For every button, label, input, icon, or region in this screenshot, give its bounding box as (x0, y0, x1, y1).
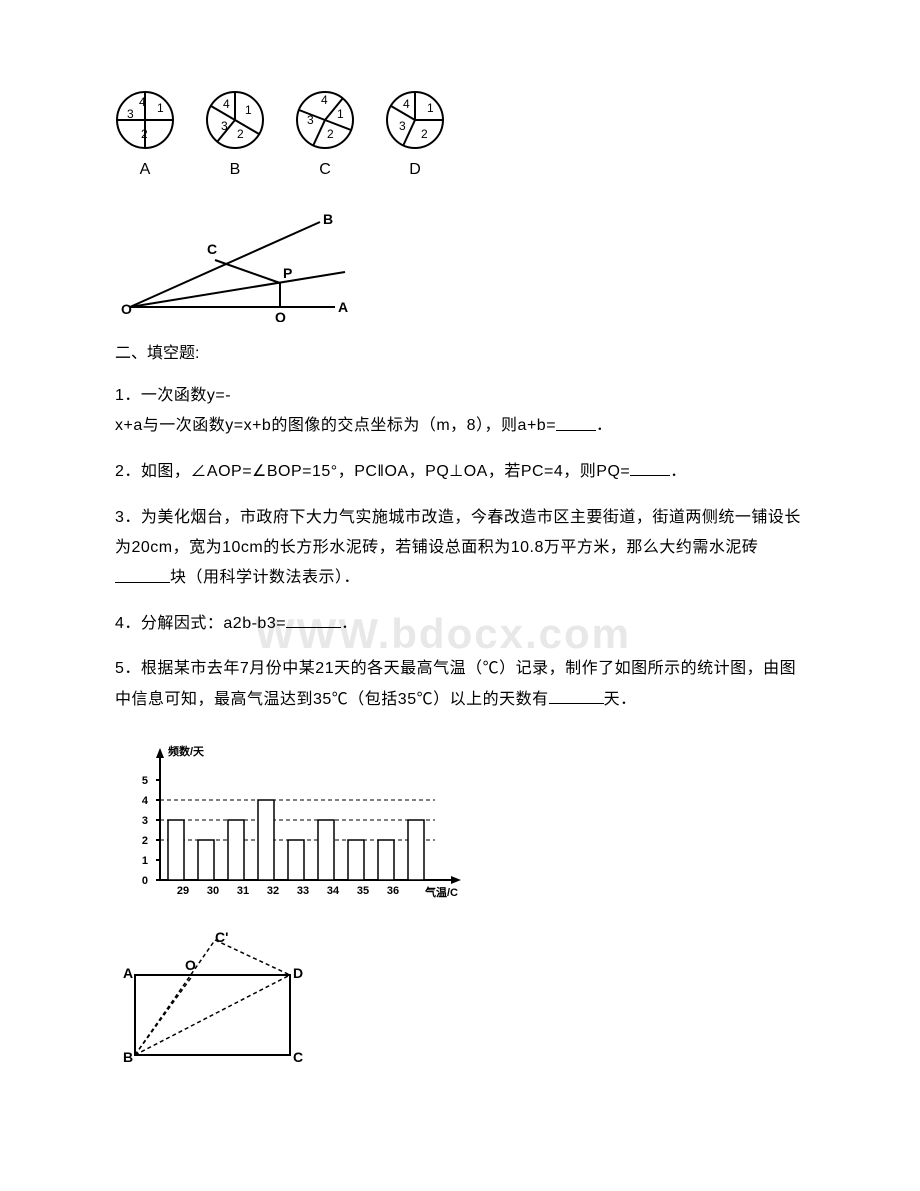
svg-text:4: 4 (403, 97, 410, 111)
svg-text:34: 34 (327, 885, 340, 897)
rect-svg: A B C D O C' (115, 930, 315, 1070)
q1-line2b: ． (596, 418, 613, 435)
q4-blank (286, 609, 341, 628)
rect-cp: C' (215, 930, 228, 945)
svg-text:1: 1 (142, 855, 148, 867)
q5-a: 5．根据某市去年7月份中某21天的各天最高气温（℃）记录，制作了如图所示的统计图… (115, 660, 796, 708)
svg-text:30: 30 (207, 885, 219, 897)
rect-o: O (185, 957, 196, 973)
rect-diagram: A B C D O C' (115, 930, 805, 1070)
svg-text:32: 32 (267, 885, 279, 897)
q3-b: 块（用科学计数法表示）． (170, 570, 360, 587)
svg-text:5: 5 (142, 775, 148, 787)
svg-text:1: 1 (157, 101, 164, 115)
angle-diagram: O A B C P Q (115, 212, 805, 322)
svg-text:频数/天: 频数/天 (168, 744, 205, 758)
point-a: A (338, 299, 348, 315)
point-p: P (283, 265, 292, 281)
rect-d: D (293, 965, 303, 981)
question-1: 1．一次函数y=- x+a与一次函数y=x+b的图像的交点坐标为（m，8），则a… (115, 381, 805, 442)
svg-text:36: 36 (387, 885, 399, 897)
svg-text:2: 2 (421, 127, 428, 141)
svg-text:3: 3 (127, 107, 134, 121)
svg-text:2: 2 (237, 127, 244, 141)
point-q: Q (275, 309, 286, 322)
pie-options-figure: 1 2 3 4 A 1 2 3 4 B (115, 90, 805, 182)
question-3: 3．为美化烟台，市政府下大力气实施城市改造，今春改造市区主要街道，街道两侧统一铺… (115, 503, 805, 594)
pie-item-c: 1 2 3 4 C (295, 90, 355, 182)
svg-text:1: 1 (337, 107, 344, 121)
q2-b: ． (670, 463, 687, 480)
pie-item-b: 1 2 3 4 B (205, 90, 265, 182)
svg-text:1: 1 (245, 103, 252, 117)
svg-text:4: 4 (321, 93, 328, 107)
pie-label-c: C (295, 158, 355, 182)
point-b: B (323, 212, 333, 227)
point-o: O (121, 301, 132, 317)
svg-text:31: 31 (237, 885, 249, 897)
question-5: 5．根据某市去年7月份中某21天的各天最高气温（℃）记录，制作了如图所示的统计图… (115, 654, 805, 715)
svg-text:4: 4 (139, 95, 146, 109)
question-4: WWW.bdocx.com 4．分解因式：a2b-b3=． (115, 609, 805, 640)
q5-b: 天． (604, 691, 637, 708)
svg-text:2: 2 (141, 127, 148, 141)
svg-text:2: 2 (142, 835, 148, 847)
histogram-figure: 频数/天气温/C0123452930313233343536 (115, 740, 805, 910)
svg-text:33: 33 (297, 885, 309, 897)
q3-blank (115, 563, 170, 582)
q1-line1: 1．一次函数y=- (115, 387, 231, 404)
q4-a: 4．分解因式：a2b-b3= (115, 615, 286, 632)
svg-text:3: 3 (307, 113, 314, 127)
pie-label-b: B (205, 158, 265, 182)
pie-group: 1 2 3 4 A 1 2 3 4 B (115, 90, 805, 182)
svg-text:35: 35 (357, 885, 369, 897)
q2-a: 2．如图，∠AOP=∠BOP=15°，PC‖OA，PQ⊥OA，若PC=4，则PQ… (115, 463, 630, 480)
svg-text:29: 29 (177, 885, 189, 897)
q5-blank (549, 685, 604, 704)
section-header: 二、填空题: (115, 342, 805, 366)
pie-d-svg: 1 2 3 4 (385, 90, 445, 150)
svg-text:2: 2 (327, 127, 334, 141)
q1-blank (556, 411, 596, 430)
point-c: C (207, 241, 217, 257)
q3-a: 3．为美化烟台，市政府下大力气实施城市改造，今春改造市区主要街道，街道两侧统一铺… (115, 509, 801, 556)
pie-label-a: A (115, 158, 175, 182)
rect-c: C (293, 1049, 303, 1065)
svg-text:气温/C: 气温/C (424, 885, 458, 899)
svg-text:3: 3 (142, 815, 148, 827)
q1-line2a: x+a与一次函数y=x+b的图像的交点坐标为（m，8），则a+b= (115, 418, 556, 435)
svg-text:1: 1 (427, 101, 434, 115)
rect-b: B (123, 1049, 133, 1065)
pie-c-svg: 1 2 3 4 (295, 90, 355, 150)
angle-svg: O A B C P Q (115, 212, 365, 322)
pie-b-svg: 1 2 3 4 (205, 90, 265, 150)
pie-label-d: D (385, 158, 445, 182)
svg-text:4: 4 (142, 795, 149, 807)
question-2: 2．如图，∠AOP=∠BOP=15°，PC‖OA，PQ⊥OA，若PC=4，则PQ… (115, 457, 805, 488)
svg-text:3: 3 (221, 119, 228, 133)
histogram-svg: 频数/天气温/C0123452930313233343536 (115, 740, 475, 910)
svg-text:3: 3 (399, 119, 406, 133)
svg-text:0: 0 (142, 875, 148, 887)
q2-blank (630, 457, 670, 476)
svg-text:4: 4 (223, 97, 230, 111)
pie-a-svg: 1 2 3 4 (115, 90, 175, 150)
pie-item-d: 1 2 3 4 D (385, 90, 445, 182)
pie-item-a: 1 2 3 4 A (115, 90, 175, 182)
rect-a: A (123, 965, 133, 981)
q4-b: ． (341, 615, 358, 632)
